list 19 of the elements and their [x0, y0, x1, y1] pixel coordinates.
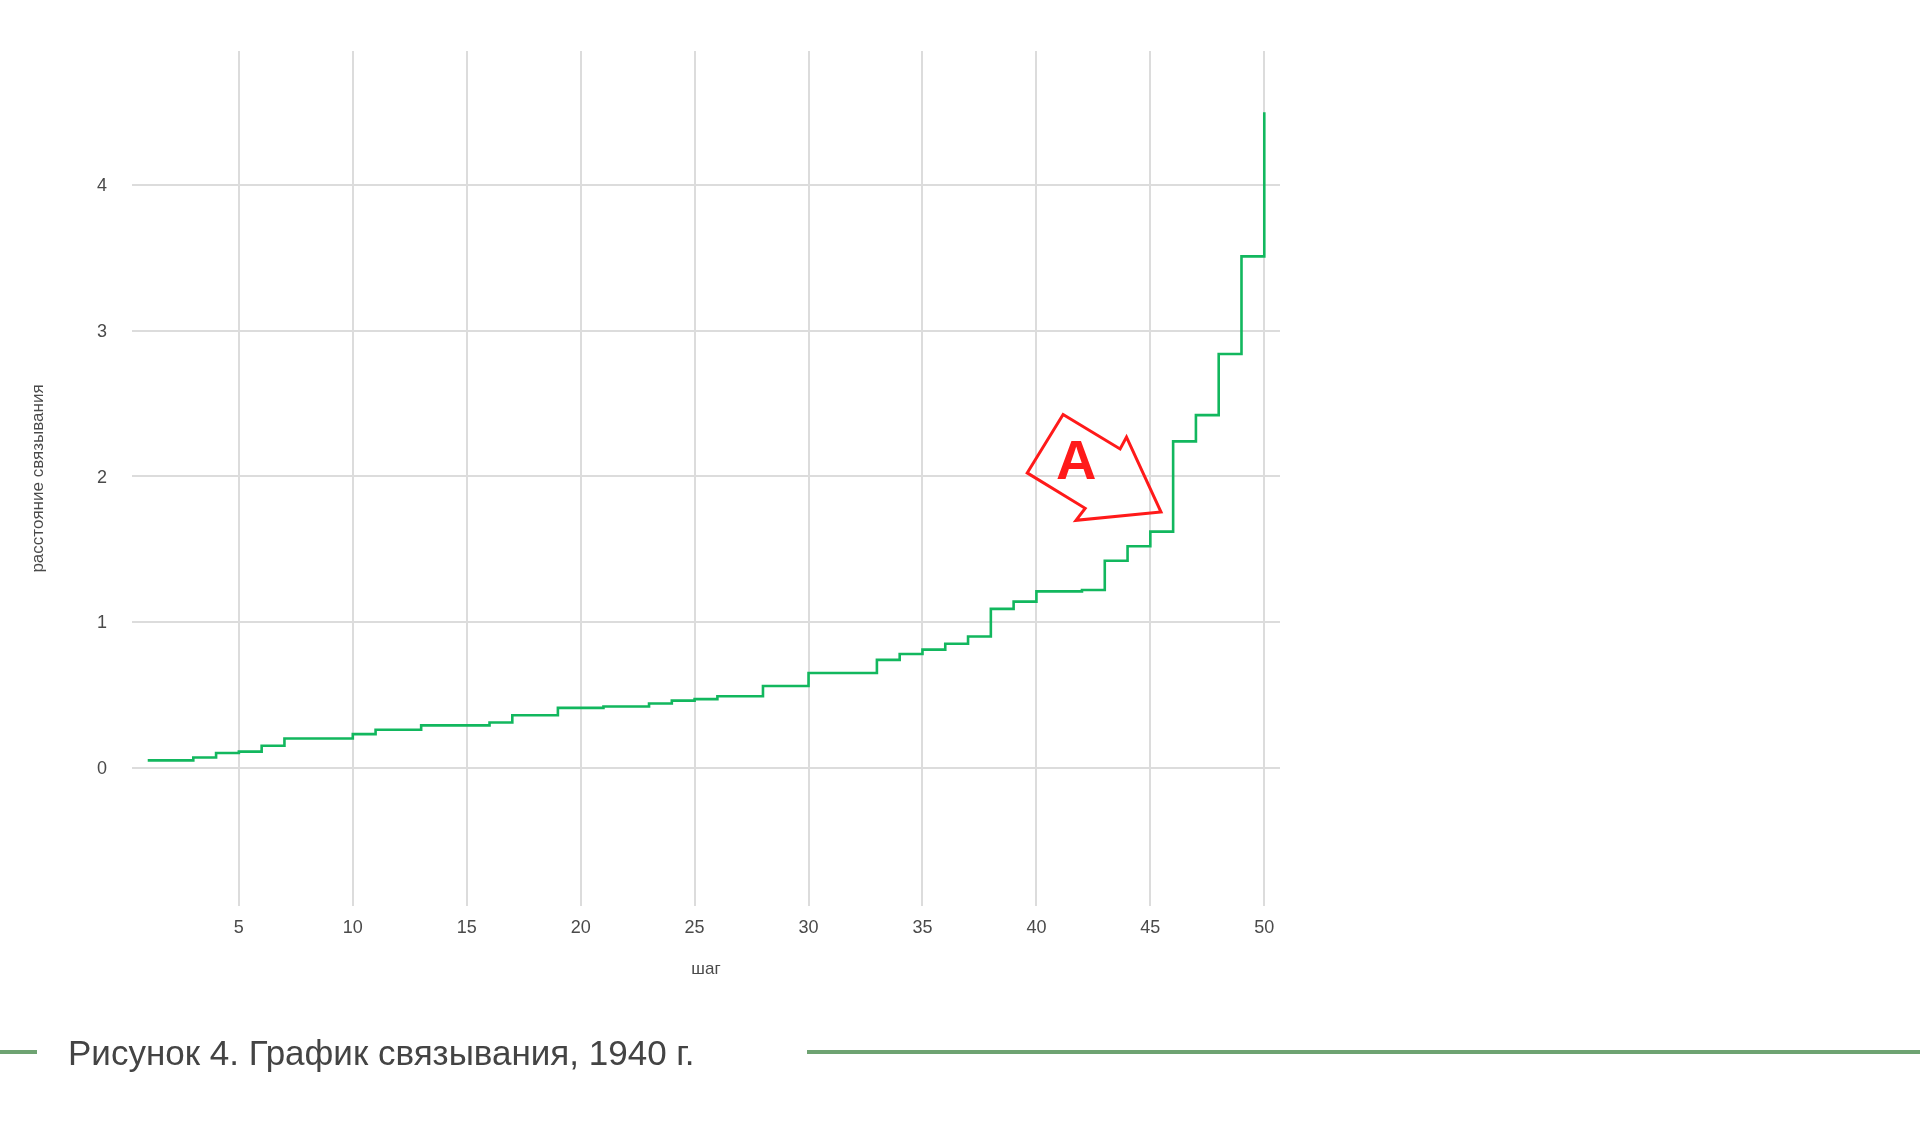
- x-tick-label: 5: [233, 917, 244, 937]
- y-tick-label: 0: [96, 757, 107, 778]
- x-tick-label: 30: [798, 917, 819, 937]
- x-tick-label: 45: [1140, 917, 1161, 937]
- y-tick-label: 2: [96, 466, 107, 487]
- y-axis-title: расстояние связывания: [27, 384, 47, 573]
- x-tick-label: 10: [342, 917, 363, 937]
- text: Рисунок 4. График связывания, 1940 г.: [68, 1033, 695, 1072]
- y-tick-label: 4: [96, 175, 107, 196]
- x-tick-label: 25: [684, 917, 705, 937]
- y-tick-label: 1: [96, 612, 107, 633]
- x-axis-title: шаг: [691, 959, 721, 979]
- x-tick-label: 20: [570, 917, 591, 937]
- annotation: A: [1056, 428, 1097, 491]
- x-tick-label: 50: [1254, 917, 1275, 937]
- x-tick-label: 40: [1026, 917, 1047, 937]
- x-tick-label: 35: [912, 917, 933, 937]
- y-tick-label: 3: [96, 320, 107, 341]
- x-tick-label: 15: [456, 917, 477, 937]
